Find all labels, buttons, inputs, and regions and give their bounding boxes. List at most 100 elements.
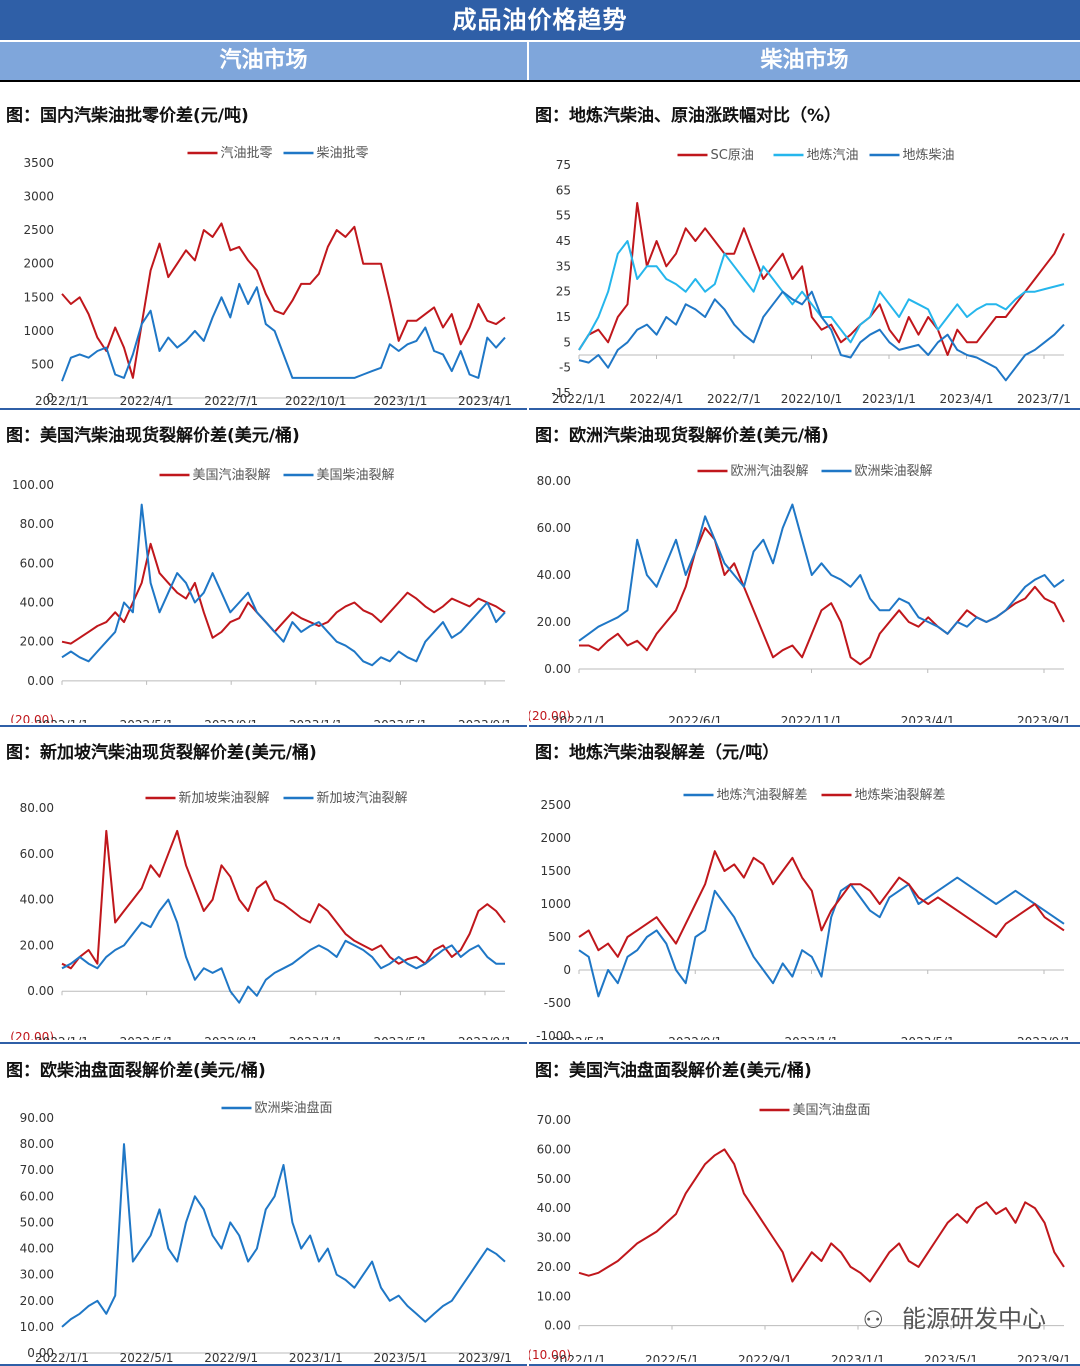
y-tick-label: 70.00: [20, 1163, 54, 1177]
chart-title: 图：美国汽油盘面裂解价差(美元/桶): [535, 1061, 812, 1081]
x-tick-label: 2023/1/1: [831, 1353, 885, 1362]
header-divider: [0, 80, 1080, 82]
y-tick-label: -5: [559, 361, 571, 375]
y-tick-label: (10.00): [529, 1348, 571, 1362]
y-tick-label: 30.00: [20, 1268, 54, 1282]
x-tick-label: 2023/5/1: [373, 718, 427, 723]
y-tick-label: 40.00: [20, 596, 54, 610]
x-tick-label: 2023/1/1: [289, 1035, 343, 1040]
chart-title: 图：新加坡汽柴油现货裂解价差(美元/桶): [6, 743, 317, 763]
x-tick-label: 2022/6/1: [668, 714, 722, 723]
panel-bottom-line: [0, 725, 527, 727]
legend-label: 美国柴油裂解: [317, 468, 395, 483]
chart-svg: (20.00) 0.00 20.00 40.00 60.00 80.00 2022/1/1 2…: [10, 790, 512, 1040]
chart-panel-4: 图：新加坡汽柴油现货裂解价差(美元/桶) (20.00) 0.00 20.00 40.0…: [0, 732, 527, 1044]
y-tick-label: 0.00: [27, 674, 54, 688]
y-tick-label: 60.00: [537, 521, 571, 535]
x-tick-label: 2022/1/1: [552, 1353, 606, 1362]
chart-title: 图：国内汽柴油批零价差(元/吨): [6, 106, 249, 126]
chart-svg: (10.00) 0.00 10.00 20.00 30.00 40.00 50.00 60.0…: [529, 1102, 1071, 1362]
chart-svg: -15 -5 5 15 25 35 45 55 65 75 2022/1/1 2022/4/1 2022…: [551, 148, 1071, 406]
y-tick-label: 0.00: [27, 984, 54, 998]
y-tick-label: 80.00: [537, 474, 571, 488]
y-tick-label: 0.00: [544, 1319, 571, 1333]
x-tick-label: 2023/4/1: [940, 392, 994, 406]
series-line-1: [61, 898, 505, 1004]
x-tick-label: 2022/5/1: [552, 1035, 606, 1040]
legend-label: 新加坡汽油裂解: [317, 790, 408, 806]
x-tick-label: 2022/9/1: [204, 718, 258, 723]
y-tick-label: 0.00: [27, 1346, 54, 1360]
y-tick-label: 80.00: [20, 801, 54, 815]
y-tick-label: (20.00): [529, 709, 571, 723]
panel-bottom-line: [0, 1042, 527, 1044]
legend-label: 新加坡柴油裂解: [179, 790, 270, 806]
y-tick-label: 500: [31, 357, 54, 371]
y-tick-label: (20.00): [10, 713, 54, 723]
x-tick-label: 2023/1/1: [289, 718, 343, 723]
chart-svg: (20.00) 0.00 20.00 40.00 60.00 80.00 100.00 202…: [10, 468, 512, 723]
x-tick-label: 2023/1/1: [785, 1035, 839, 1040]
watermark: 能源研发中心: [902, 1305, 1046, 1333]
x-tick-label: 2023/4/1: [901, 714, 955, 723]
y-tick-label: 30.00: [537, 1231, 571, 1245]
chart-title: 图：欧洲汽柴油现货裂解价差(美元/桶): [535, 426, 829, 446]
y-tick-label: 65: [556, 183, 571, 197]
y-tick-label: 80.00: [20, 1137, 54, 1151]
chart-svg: 0.00 10.00 20.00 30.00 40.00 50.00 60.00 70.00 8…: [20, 1100, 512, 1362]
y-tick-label: 1500: [23, 290, 54, 304]
chart-panel-3: 图：欧洲汽柴油现货裂解价差(美元/桶) (20.00) 0.00 20.00 40.00…: [529, 415, 1080, 727]
panel-bottom-line: [529, 725, 1080, 727]
legend-label: 地炼柴油: [903, 148, 955, 163]
x-tick-label: 2022/4/1: [630, 392, 684, 406]
legend-label: 地炼汽油: [807, 148, 859, 163]
y-tick-label: 45: [556, 234, 571, 248]
y-tick-label: 60.00: [20, 1189, 54, 1203]
page-title-banner: 成品油价格趋势: [0, 0, 1080, 40]
y-tick-label: 0: [46, 391, 54, 405]
x-tick-label: 2022/5/1: [645, 1353, 699, 1362]
gasoline-market-header: 汽油市场: [0, 42, 527, 80]
y-tick-label: -15: [551, 386, 571, 400]
diesel-market-header: 柴油市场: [529, 42, 1080, 80]
y-tick-label: 25: [556, 285, 571, 299]
x-tick-label: 2023/5/1: [901, 1035, 955, 1040]
chart-title: 图：地炼汽柴油裂解差（元/吨）: [535, 743, 780, 763]
legend-label: 欧洲汽油裂解: [731, 464, 809, 479]
chart-panel-1: 图：地炼汽柴油、原油涨跌幅对比（%） -15 -5 5 15 25 35 45 55 65 75 20…: [529, 95, 1080, 410]
wechat-icon: ⚇: [862, 1306, 884, 1334]
y-tick-label: 2500: [540, 798, 571, 812]
y-tick-label: 50.00: [537, 1172, 571, 1186]
legend-label: 汽油批零: [221, 146, 273, 161]
x-tick-label: 2023/9/1: [458, 718, 512, 723]
x-tick-label: 2022/9/1: [738, 1353, 792, 1362]
panel-bottom-line: [0, 408, 527, 410]
y-tick-label: -1000: [536, 1029, 571, 1040]
chart-panel-5: 图：地炼汽柴油裂解差（元/吨） -1000 -500 0 500 1000 1500 2000…: [529, 732, 1080, 1044]
x-tick-label: 2023/9/1: [1017, 714, 1071, 723]
y-tick-label: 0: [563, 963, 571, 977]
panel-bottom-line: [529, 1042, 1080, 1044]
chart-svg: -1000 -500 0 500 1000 1500 2000 2500 2022/5/1 202…: [536, 788, 1071, 1040]
y-tick-label: 10.00: [537, 1289, 571, 1303]
chart-title: 图：地炼汽柴油、原油涨跌幅对比（%）: [535, 106, 842, 126]
series-line-1: [578, 240, 1065, 351]
y-tick-label: 5: [563, 335, 571, 349]
legend-label: 欧洲柴油盘面: [255, 1100, 333, 1116]
y-tick-label: 60.00: [537, 1142, 571, 1156]
chart-title: 图：美国汽柴油现货裂解价差(美元/桶): [6, 426, 300, 446]
series-line-1: [61, 503, 506, 667]
legend-label: SC原油: [711, 148, 754, 163]
x-tick-label: 2023/9/1: [1017, 1035, 1071, 1040]
y-tick-label: 2000: [23, 257, 54, 271]
y-tick-label: 55: [556, 209, 571, 223]
y-tick-label: (20.00): [10, 1030, 54, 1040]
y-tick-label: 3500: [23, 156, 54, 170]
x-tick-label: 2022/1/1: [552, 392, 606, 406]
series-line-0: [61, 222, 506, 379]
chart-title: 图：欧柴油盘面裂解价差(美元/桶): [6, 1061, 266, 1081]
legend-label: 美国汽油裂解: [193, 468, 271, 483]
y-tick-label: -500: [544, 996, 571, 1010]
legend-label: 美国汽油盘面: [793, 1102, 871, 1118]
